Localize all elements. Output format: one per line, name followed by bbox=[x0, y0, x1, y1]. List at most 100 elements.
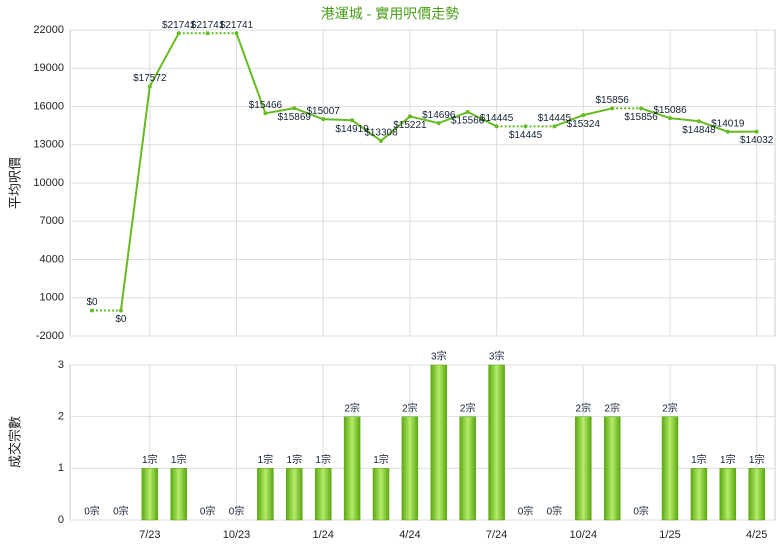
data-label: 2宗 bbox=[662, 401, 678, 414]
data-label: 1宗 bbox=[142, 453, 158, 466]
data-label: 0宗 bbox=[84, 505, 100, 518]
point bbox=[495, 124, 499, 128]
point bbox=[610, 106, 614, 110]
x-tick-label: 10/24 bbox=[570, 529, 598, 541]
point bbox=[668, 116, 672, 120]
data-label: 1宗 bbox=[720, 453, 736, 466]
data-label: 3宗 bbox=[431, 350, 447, 363]
data-label: 0宗 bbox=[547, 505, 563, 518]
point bbox=[148, 84, 152, 88]
data-label: 3宗 bbox=[489, 350, 505, 363]
y-tick-label: 13000 bbox=[33, 139, 64, 151]
y-tick-label: 3 bbox=[58, 359, 64, 371]
data-label: $14032 bbox=[740, 135, 774, 146]
data-label: $15007 bbox=[307, 106, 341, 117]
data-label: $17572 bbox=[133, 73, 167, 84]
data-label: $14019 bbox=[711, 118, 745, 129]
data-label: 1宗 bbox=[287, 453, 303, 466]
point bbox=[119, 309, 123, 313]
bar bbox=[257, 468, 273, 520]
point bbox=[350, 118, 354, 122]
data-label: $0 bbox=[86, 297, 98, 308]
y-tick-label: 1 bbox=[58, 462, 64, 474]
data-label: 1宗 bbox=[691, 453, 707, 466]
point bbox=[408, 114, 412, 118]
point bbox=[437, 121, 441, 125]
data-label: 0宗 bbox=[518, 505, 534, 518]
chart-title: 港運城 - 實用呎價走勢 bbox=[321, 6, 459, 22]
bar bbox=[431, 365, 447, 520]
point bbox=[206, 31, 210, 35]
point bbox=[235, 31, 239, 35]
bar bbox=[460, 417, 476, 520]
bar bbox=[344, 417, 360, 520]
bar bbox=[749, 468, 765, 520]
data-label: 1宗 bbox=[258, 453, 274, 466]
point bbox=[263, 111, 267, 115]
data-label: $15324 bbox=[567, 119, 601, 130]
data-label: 1宗 bbox=[373, 453, 389, 466]
point bbox=[292, 106, 296, 110]
y-tick-label: 7000 bbox=[40, 215, 64, 227]
data-label: $15221 bbox=[393, 120, 427, 131]
x-tick-label: 7/23 bbox=[139, 529, 160, 541]
data-label: 2宗 bbox=[576, 401, 592, 414]
line-segment bbox=[323, 119, 352, 120]
line-segment bbox=[670, 118, 699, 121]
point bbox=[379, 139, 383, 143]
y-tick-label: 0 bbox=[58, 514, 64, 526]
bar bbox=[402, 417, 418, 520]
bar bbox=[315, 468, 331, 520]
data-label: $14445 bbox=[480, 113, 514, 124]
y-tick-label: 4000 bbox=[40, 253, 64, 265]
bar bbox=[489, 365, 505, 520]
y-tick-label: 19000 bbox=[33, 62, 64, 74]
y-axis-label: 成交宗數 bbox=[7, 416, 22, 468]
bar bbox=[286, 468, 302, 520]
point bbox=[466, 110, 470, 114]
data-label: 1宗 bbox=[749, 453, 765, 466]
data-label: $15466 bbox=[249, 100, 283, 111]
point bbox=[321, 117, 325, 121]
line-segment bbox=[583, 108, 612, 115]
y-axis-label: 平均呎價 bbox=[7, 157, 22, 209]
data-label: $21741 bbox=[220, 20, 254, 31]
data-label: 0宗 bbox=[229, 505, 245, 518]
bar bbox=[171, 468, 187, 520]
y-tick-label: 22000 bbox=[33, 24, 64, 36]
point bbox=[581, 113, 585, 117]
point bbox=[524, 124, 528, 128]
data-label: 2宗 bbox=[402, 401, 418, 414]
line-segment bbox=[121, 86, 150, 310]
x-tick-label: 4/24 bbox=[399, 529, 420, 541]
x-tick-label: 7/24 bbox=[486, 529, 507, 541]
point bbox=[552, 124, 556, 128]
data-label: 2宗 bbox=[344, 401, 360, 414]
y-tick-label: 10000 bbox=[33, 177, 64, 189]
bar bbox=[575, 417, 591, 520]
bar bbox=[142, 468, 158, 520]
data-label: 2宗 bbox=[604, 401, 620, 414]
x-tick-label: 4/25 bbox=[746, 529, 767, 541]
data-label: $15086 bbox=[653, 105, 687, 116]
data-label: $15856 bbox=[596, 95, 630, 106]
point bbox=[639, 106, 643, 110]
data-label: 0宗 bbox=[200, 505, 216, 518]
bar bbox=[373, 468, 389, 520]
point bbox=[177, 31, 181, 35]
bar bbox=[662, 417, 678, 520]
x-tick-label: 10/23 bbox=[223, 529, 251, 541]
data-label: 0宗 bbox=[113, 505, 129, 518]
x-tick-label: 1/24 bbox=[312, 529, 333, 541]
x-tick-label: 1/25 bbox=[659, 529, 680, 541]
point bbox=[755, 130, 759, 134]
data-label: 0宗 bbox=[633, 505, 649, 518]
y-tick-label: 2 bbox=[58, 411, 64, 423]
bar bbox=[604, 417, 620, 520]
bar bbox=[720, 468, 736, 520]
point bbox=[697, 119, 701, 123]
y-tick-label: -2000 bbox=[36, 330, 64, 342]
data-label: $0 bbox=[115, 314, 127, 325]
data-label: 2宗 bbox=[460, 401, 476, 414]
